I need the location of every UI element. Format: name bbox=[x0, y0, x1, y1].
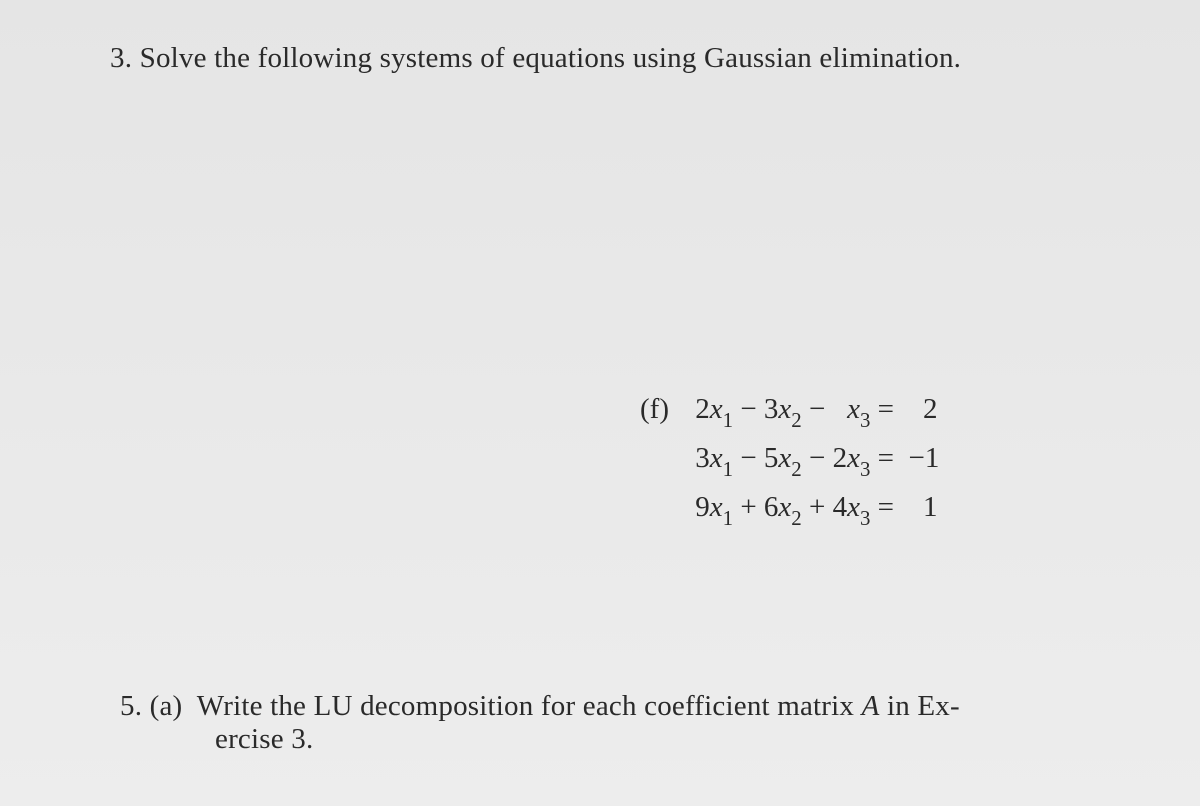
problem-5-part: (a) bbox=[150, 690, 183, 722]
equation-row-3: 9x1 + 6x2 + 4x3 = 1 bbox=[695, 484, 939, 533]
problem-5: 5. (a) Write the LU decomposition for ea… bbox=[120, 690, 1080, 756]
problem-3-text: Solve the following systems of equations… bbox=[140, 42, 962, 74]
problem-5-line2: ercise 3. bbox=[215, 723, 1080, 756]
equation-system: (f) 2x1 − 3x2 − x3 = 2 3x1 − 5x2 − 2x3 =… bbox=[640, 386, 939, 534]
equation-row-2: 3x1 − 5x2 − 2x3 = −1 bbox=[695, 435, 939, 484]
equation-block: 2x1 − 3x2 − x3 = 2 3x1 − 5x2 − 2x3 = −1 … bbox=[695, 386, 939, 534]
problem-5-line1: 5. (a) Write the LU decomposition for ea… bbox=[120, 690, 1080, 723]
problem-5-number: 5. bbox=[120, 690, 142, 722]
problem-3: 3. Solve the following systems of equati… bbox=[110, 42, 961, 75]
system-label: (f) bbox=[640, 386, 688, 432]
equation-row-1: 2x1 − 3x2 − x3 = 2 bbox=[695, 386, 939, 435]
problem-3-number: 3. bbox=[110, 42, 132, 74]
page: 3. Solve the following systems of equati… bbox=[0, 0, 1200, 806]
